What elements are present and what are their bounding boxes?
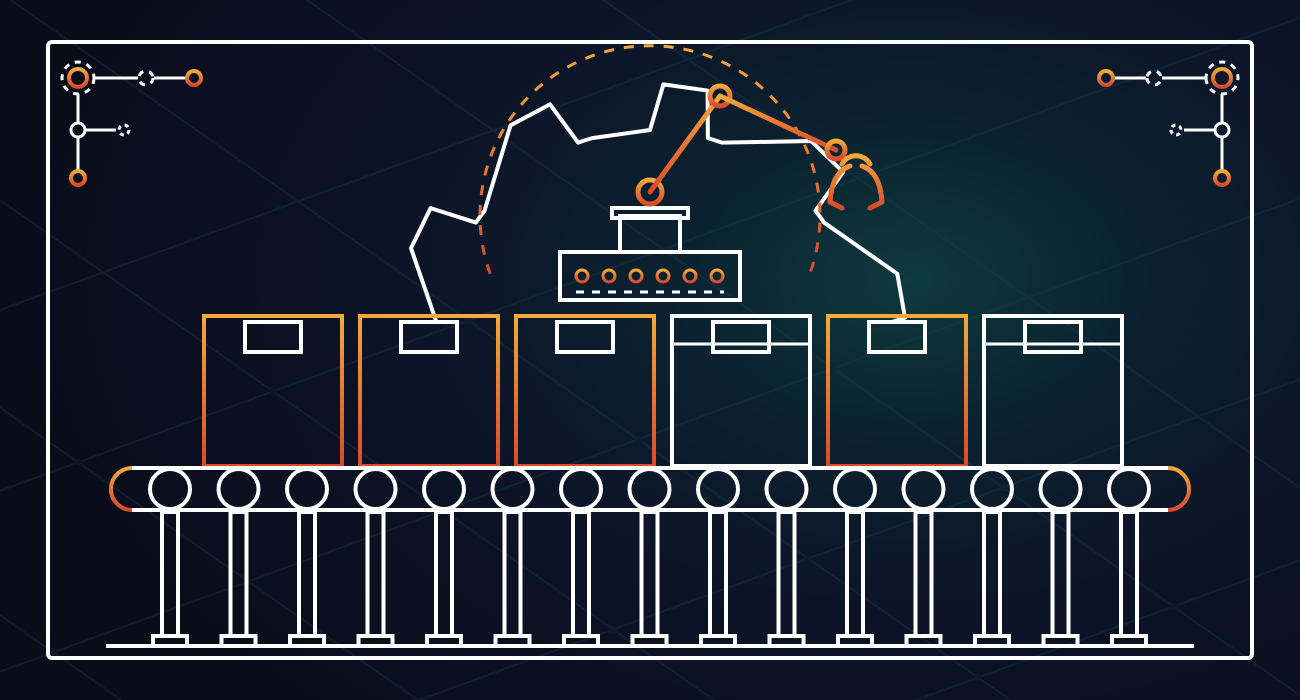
box [360, 316, 498, 466]
corner-decor [1099, 62, 1238, 185]
machine-base [560, 208, 740, 300]
box [516, 316, 654, 466]
corner-decor [62, 62, 201, 185]
box [204, 316, 342, 466]
robot-arm-icon [638, 86, 882, 208]
bg-grid [0, 0, 1300, 700]
box [828, 316, 966, 466]
box [984, 316, 1122, 466]
legs [106, 512, 1194, 646]
boxes [204, 316, 1122, 466]
illustration [0, 0, 1300, 700]
